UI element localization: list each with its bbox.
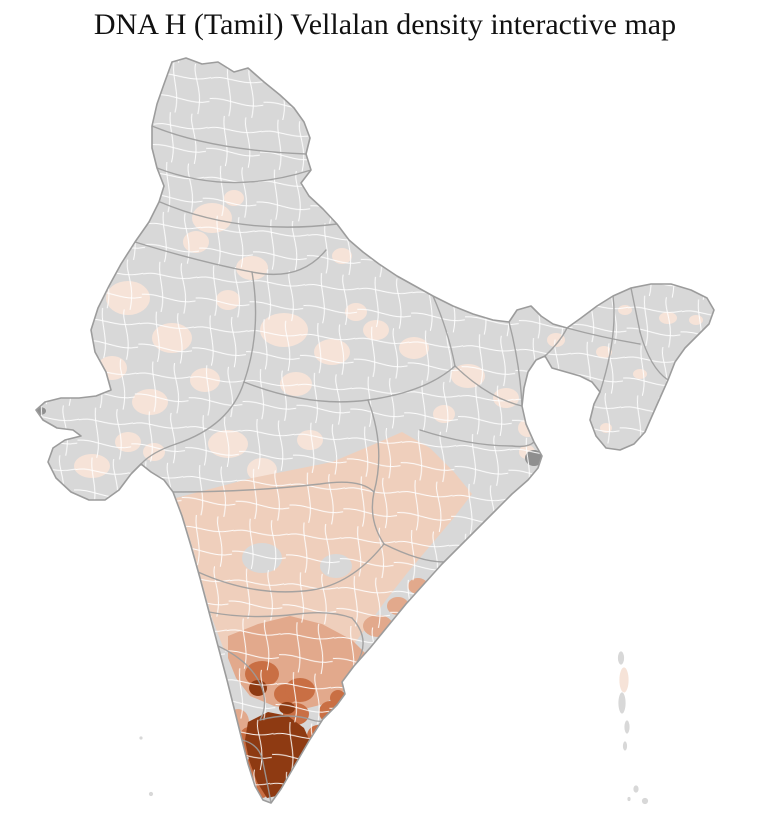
state-borders [134,125,669,803]
island-district[interactable] [148,791,154,797]
district-cluster[interactable] [600,423,612,433]
district-cluster[interactable] [74,454,110,478]
district-cluster[interactable] [260,313,308,347]
district-cluster[interactable] [689,315,703,325]
district-cluster[interactable] [97,356,127,380]
island-district[interactable] [623,719,631,735]
district-cluster[interactable] [309,743,323,761]
district-cluster[interactable] [285,678,315,702]
district-cluster[interactable] [224,190,244,206]
district-cluster[interactable] [236,256,268,280]
district-cluster[interactable] [399,337,429,359]
island-district[interactable] [138,735,144,741]
district-cluster[interactable] [363,320,389,340]
district-cluster[interactable] [192,203,232,233]
district-cluster[interactable] [433,405,455,423]
district-cluster[interactable] [106,281,150,315]
district-cluster[interactable] [216,290,240,310]
district-cluster[interactable] [183,231,209,253]
island-district[interactable] [641,797,649,805]
lakshadweep-islands[interactable] [138,735,154,797]
district-cluster[interactable] [152,323,192,353]
district-cluster[interactable] [314,339,350,365]
district-cluster[interactable] [190,368,220,392]
district-cluster[interactable] [297,430,323,450]
district-cluster[interactable] [633,369,647,379]
page-title: DNA H (Tamil) Vellalan density interacti… [93,8,677,41]
andaman-nicobar-islands[interactable] [617,650,649,805]
island-district[interactable] [617,691,627,715]
district-cluster[interactable] [242,543,282,573]
india-base-no-data[interactable] [36,58,714,803]
district-cluster[interactable] [345,303,367,321]
district-cluster[interactable] [320,554,352,578]
district-cluster[interactable] [279,702,295,714]
district-cluster[interactable] [132,389,168,415]
district-cluster[interactable] [493,388,519,408]
island-district[interactable] [622,740,628,752]
district-cluster[interactable] [659,312,677,324]
island-district[interactable] [632,784,640,794]
district-cluster[interactable] [115,432,141,452]
district-cluster[interactable] [618,305,632,315]
island-district[interactable] [618,666,630,694]
district-cluster[interactable] [208,430,248,458]
island-district[interactable] [626,796,632,802]
island-district[interactable] [617,650,625,666]
district-cluster[interactable] [332,248,352,264]
district-cluster[interactable] [280,372,312,396]
district-cluster[interactable] [387,597,409,615]
district-cluster[interactable] [249,680,267,696]
